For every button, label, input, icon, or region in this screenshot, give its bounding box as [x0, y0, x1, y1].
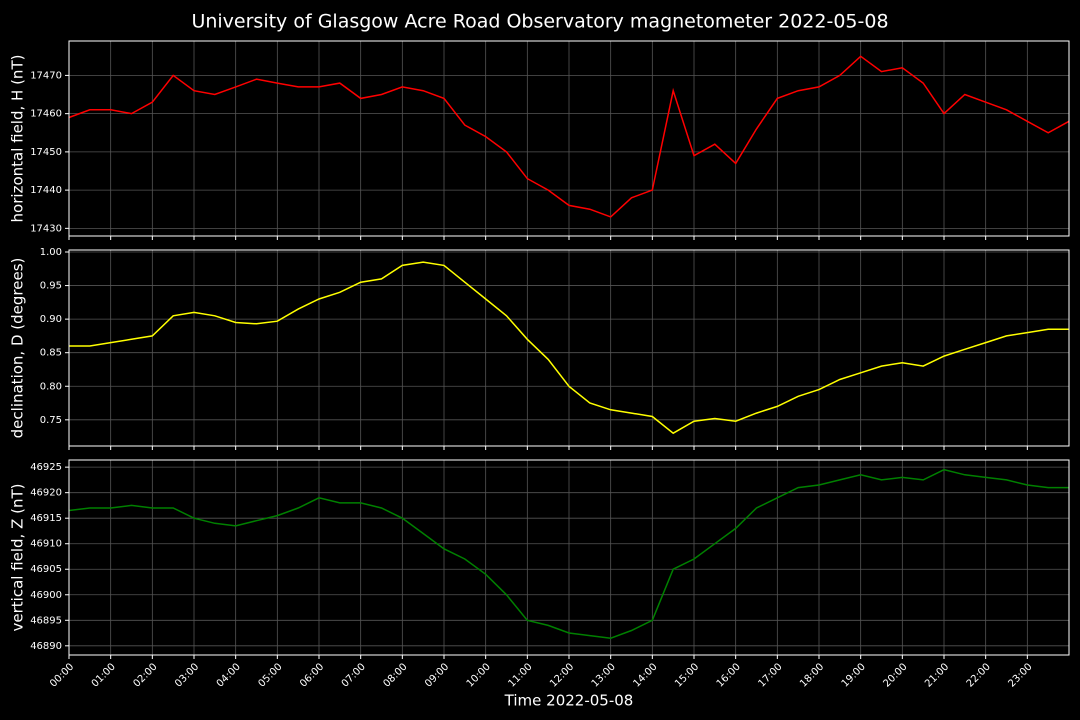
data-line [68, 55, 1070, 218]
figure-title: University of Glasgow Acre Road Observat… [191, 11, 888, 33]
y-tick-label: 17430 [30, 223, 62, 234]
y-tick-label: 17450 [30, 147, 62, 158]
y-axis-label: vertical field, Z (nT) [9, 483, 27, 631]
y-tick-label: 46915 [30, 513, 62, 524]
y-tick-label: 46905 [30, 564, 62, 575]
y-tick-label: 0.95 [40, 281, 62, 292]
data-line [69, 261, 1069, 435]
axes-frame [68, 459, 1070, 656]
y-tick-label: 46890 [30, 641, 62, 652]
y-tick-label: 1.00 [40, 247, 62, 258]
y-tick-label: 0.85 [40, 348, 62, 359]
y-tick-label: 46920 [30, 488, 62, 499]
data-line [68, 468, 1069, 639]
y-tick-label: 17460 [30, 109, 62, 120]
y-tick-label: 46900 [30, 590, 62, 601]
y-tick-label: 46910 [30, 539, 62, 550]
y-tick-label: 46895 [30, 615, 62, 626]
y-axis-label: horizontal field, H (nT) [9, 55, 27, 223]
x-axis-label: Time 2022-05-08 [504, 692, 634, 710]
y-tick-label: 0.80 [40, 381, 62, 392]
axes-frame [68, 249, 1070, 447]
axes-frame [68, 40, 1070, 237]
y-axis-label: declination, D (degrees) [9, 258, 27, 439]
y-tick-label: 0.75 [40, 415, 62, 426]
y-tick-label: 17440 [30, 185, 62, 196]
y-tick-label: 0.90 [40, 314, 62, 325]
y-tick-label: 46925 [30, 462, 62, 473]
y-tick-label: 17470 [30, 70, 62, 81]
